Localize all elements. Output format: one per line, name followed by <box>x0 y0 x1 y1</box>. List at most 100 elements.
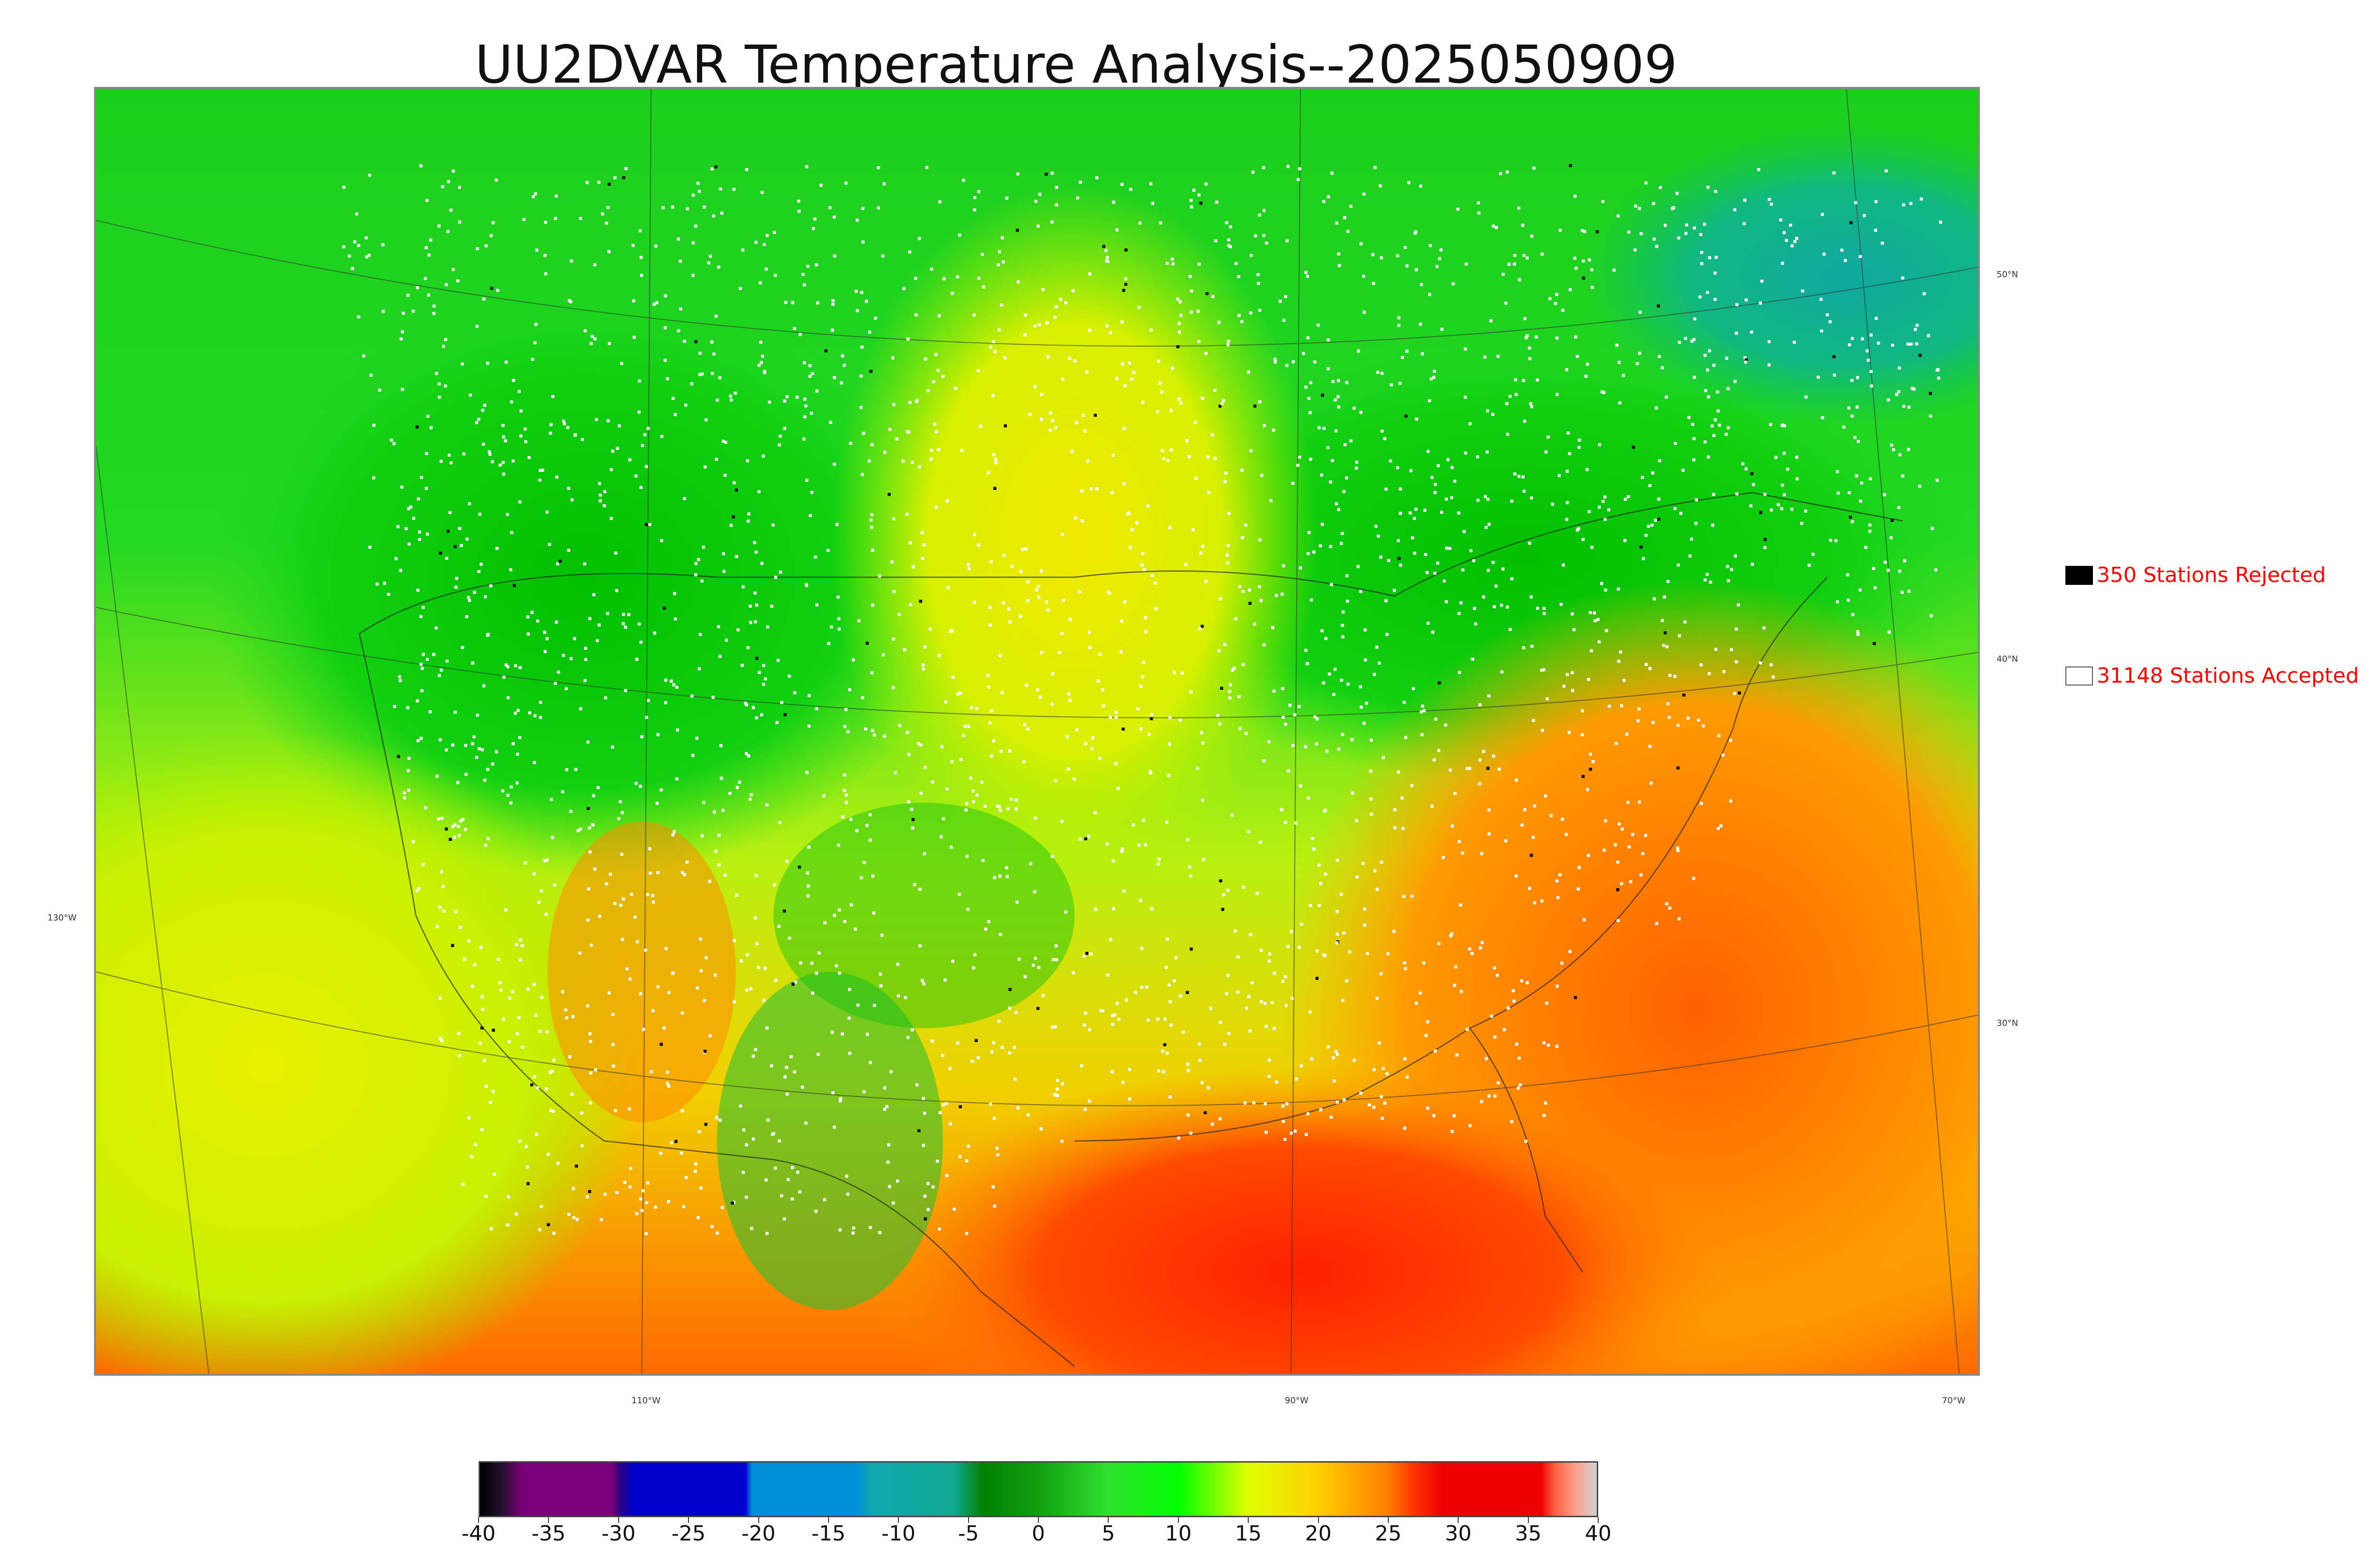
station-marker <box>1869 370 1873 373</box>
station-marker <box>365 255 368 259</box>
station-marker <box>1320 473 1323 477</box>
station-marker <box>558 560 562 563</box>
station-marker <box>573 637 576 640</box>
station-marker <box>1587 854 1590 857</box>
station-marker <box>754 620 757 623</box>
station-marker <box>843 789 846 792</box>
station-marker <box>749 604 752 608</box>
station-marker <box>1075 728 1079 732</box>
station-marker <box>1333 667 1337 671</box>
station-marker <box>1055 958 1058 961</box>
station-marker <box>1067 767 1070 771</box>
station-marker <box>1248 588 1251 592</box>
station-marker <box>772 523 775 527</box>
station-marker <box>1530 235 1534 238</box>
station-marker <box>1454 965 1458 968</box>
station-marker <box>1194 421 1197 424</box>
station-marker <box>1600 582 1603 585</box>
station-marker <box>759 281 762 284</box>
station-marker <box>1121 362 1124 366</box>
station-marker <box>586 919 590 922</box>
station-marker <box>392 442 396 445</box>
station-marker <box>778 821 782 825</box>
station-marker <box>659 1042 663 1046</box>
station-marker <box>1120 650 1123 653</box>
station-marker <box>552 1109 555 1113</box>
station-marker <box>415 699 419 703</box>
station-marker <box>579 216 582 220</box>
colorbar <box>479 1461 1598 1517</box>
station-marker <box>1089 487 1093 490</box>
station-marker <box>1187 1113 1190 1117</box>
station-marker <box>1240 320 1244 323</box>
station-marker <box>806 264 810 268</box>
station-marker <box>982 285 985 289</box>
station-marker <box>862 432 866 435</box>
station-marker <box>630 892 633 896</box>
station-marker <box>1430 804 1434 808</box>
station-marker <box>518 666 522 669</box>
station-marker <box>958 234 961 237</box>
station-marker <box>1085 370 1089 374</box>
station-marker <box>1200 625 1204 628</box>
station-marker <box>782 1217 786 1221</box>
station-marker <box>1008 1006 1011 1010</box>
station-marker <box>376 582 379 586</box>
station-marker <box>461 1183 465 1186</box>
station-marker <box>1577 866 1581 869</box>
station-marker <box>481 1008 484 1011</box>
station-marker <box>1413 516 1416 520</box>
station-marker <box>754 550 758 554</box>
station-marker <box>543 254 546 257</box>
station-marker <box>588 1032 592 1035</box>
station-marker <box>1576 887 1580 891</box>
station-marker <box>1125 998 1128 1002</box>
station-marker <box>714 314 718 318</box>
station-marker <box>740 959 743 963</box>
station-marker <box>1868 523 1872 527</box>
station-marker <box>1592 611 1596 615</box>
station-marker <box>1309 598 1313 602</box>
station-marker <box>528 711 531 714</box>
colorbar-tick <box>898 1517 899 1523</box>
station-marker <box>1214 239 1217 243</box>
station-marker <box>1548 297 1552 300</box>
station-marker <box>919 600 923 603</box>
station-marker <box>518 958 522 961</box>
station-marker <box>1546 435 1550 439</box>
station-marker <box>656 871 659 874</box>
station-marker <box>994 461 998 464</box>
station-marker <box>1140 563 1144 567</box>
station-marker <box>991 394 995 397</box>
station-marker <box>943 978 947 982</box>
station-marker <box>648 847 651 851</box>
station-marker <box>457 825 460 828</box>
station-marker <box>483 779 487 782</box>
station-marker <box>1319 544 1322 548</box>
station-marker <box>417 497 420 501</box>
station-marker <box>849 441 852 445</box>
station-marker <box>804 404 808 408</box>
station-marker <box>670 1141 673 1145</box>
station-marker <box>1201 741 1205 745</box>
station-marker <box>1178 718 1182 722</box>
station-marker <box>1541 729 1544 732</box>
station-marker <box>744 752 748 755</box>
station-marker <box>1308 531 1311 534</box>
station-marker <box>1396 254 1399 257</box>
station-marker <box>672 830 676 834</box>
station-marker <box>946 586 950 589</box>
station-marker <box>1271 1001 1274 1005</box>
station-marker <box>1190 289 1194 293</box>
station-marker <box>422 606 425 609</box>
station-marker <box>486 362 490 365</box>
station-marker <box>1262 643 1266 647</box>
station-marker <box>705 956 708 959</box>
station-marker <box>513 584 516 587</box>
station-marker <box>1380 256 1383 260</box>
station-marker <box>1115 228 1119 232</box>
station-marker <box>1744 298 1748 302</box>
station-marker <box>696 986 699 990</box>
station-marker <box>535 1133 538 1136</box>
station-marker <box>483 404 487 407</box>
